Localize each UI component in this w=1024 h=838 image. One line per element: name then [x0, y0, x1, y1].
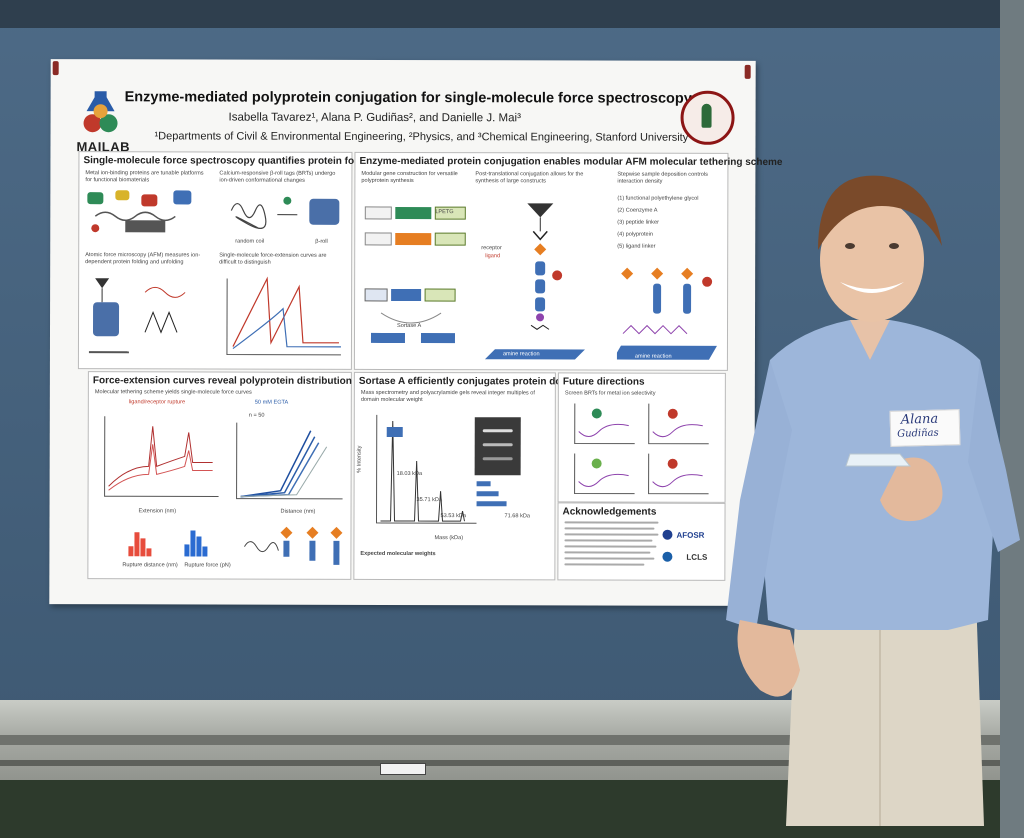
panel-folding: Single-molecule force spectroscopy quant… [77, 151, 378, 370]
panel-future: Future directions Screen BRTs for metal … [557, 372, 726, 503]
tethering-diagram [484, 203, 585, 360]
tray-label [380, 763, 426, 775]
push-pin-left [52, 61, 59, 76]
afm-schematic [88, 278, 186, 354]
random-coil-label: random coil [235, 238, 265, 245]
panel-force-title: Force-extension curves reveal polyprotei… [92, 375, 352, 387]
panel-sortase-text-a: Mass spectrometry and polyacrylamide gel… [360, 389, 535, 404]
peak-b-label: 35.71 kDa [416, 497, 443, 504]
unfolding-schematic [244, 526, 343, 565]
rupture-distance-label: Rupture distance (nm) [122, 562, 178, 569]
rupture-force-label: Rupture force (pN) [184, 562, 231, 569]
panel-folding-title: Single-molecule force spectroscopy quant… [83, 155, 378, 167]
panel-force-curves: Force-extension curves reveal polyprotei… [87, 371, 352, 580]
poster-affiliations: ¹Departments of Civil & Environmental En… [154, 130, 689, 144]
university-seal-icon [680, 90, 735, 145]
beta-roll-illustration [230, 196, 340, 230]
beta-roll-label: β-roll [315, 238, 328, 245]
tray-rail-lower [0, 760, 1024, 766]
panel-conjugation-text-a: Modular gene construction for versatile … [361, 170, 458, 185]
step-2: (2) Coenzyme A [617, 207, 658, 214]
gel-legend [476, 481, 507, 507]
lpetg-label: LPETG [435, 209, 454, 216]
stepwise-deposition-diagram [616, 267, 717, 360]
afosr-icon [662, 529, 673, 540]
panel-conjugation-text-b: Post-translational conjugation allows fo… [475, 171, 584, 185]
n-label: n = 50 [248, 412, 265, 419]
presenter-person [726, 175, 1020, 826]
step-5: (5) ligand linker [617, 243, 656, 250]
gel-image [474, 417, 521, 476]
ligand-label: ligand [485, 253, 501, 260]
peak-a-label: 18.03 kDa [396, 470, 423, 478]
receptor-label: receptor [481, 245, 502, 252]
name-tag-line1: Alana [900, 411, 939, 428]
tray-rail [0, 735, 1024, 745]
amine-label-a: amine reaction [502, 351, 540, 358]
poster-title: Enzyme-mediated polyprotein conjugation … [124, 89, 692, 107]
mass-spec-plot [376, 414, 477, 524]
protein-illustration [87, 190, 192, 233]
extension-axis-label: Extension (nm) [138, 508, 177, 515]
rupture-curves-plot [104, 416, 219, 498]
amine-label-b: amine reaction [634, 353, 672, 360]
panel-folding-text-b: Calcium-responsive β-roll tags (BRTs) un… [219, 170, 336, 184]
research-poster: MAILAB Enzyme-mediated polyprotein conju… [49, 59, 783, 606]
distance-axis-label: Distance (nm) [280, 508, 316, 515]
peak-c-label: 53.53 kDa [440, 513, 467, 520]
step-4: (4) polyprotein [617, 231, 654, 238]
peak-d-label: 71.68 kDa [504, 513, 531, 520]
panel-future-text: Screen BRTs for metal ion selectivity [564, 390, 656, 397]
name-tag-line2: Gudiñas [897, 427, 939, 440]
gene-construct-diagram [364, 206, 466, 344]
distance-force-plot [236, 422, 343, 500]
panel-conjugation: Enzyme-mediated protein conjugation enab… [353, 151, 783, 371]
cd-spectra-plots [574, 403, 709, 495]
name-tag: Alana Gudiñas [889, 409, 961, 447]
panel-force-text-a: Molecular tethering scheme yields single… [94, 389, 252, 396]
ligand-rupture-label: ligand/receptor rupture [128, 399, 186, 406]
panel-folding-text-d: Single-molecule force-extension curves a… [219, 252, 327, 266]
panel-sortase-title: Sortase A efficiently conjugates protein… [358, 375, 591, 388]
lcls-icon [662, 551, 673, 562]
board-top-frame [0, 0, 1024, 28]
force-extension-curves [226, 276, 341, 356]
panel-sortase: Sortase A efficiently conjugates protein… [353, 371, 590, 581]
step-3: (3) peptide linker [617, 219, 659, 226]
mass-axis-label: Mass (kDa) [434, 535, 464, 542]
poster-authors: Isabella Tavarez¹, Alana P. Gudiñas², an… [228, 111, 521, 125]
step-1: (1) functional polyethylene glycol [617, 195, 699, 202]
panel-folding-text-a: Metal ion-binding proteins are tunable p… [85, 170, 204, 184]
panel-future-title: Future directions [562, 376, 645, 388]
histograms [128, 530, 208, 557]
egta-label: 50 mM EGTA [254, 399, 289, 406]
expected-weights-label: Expected molecular weights [360, 550, 436, 558]
mailab-logo-icon [83, 91, 118, 133]
panel-folding-text-c: Atomic force microscopy (AFM) measures i… [85, 252, 201, 266]
push-pin-right [744, 64, 751, 79]
panel-ack-title: Acknowledgements [562, 506, 657, 518]
intensity-axis-label: % Intensity [356, 445, 363, 473]
right-frame [1000, 0, 1024, 838]
sortase-label: Sortase A [397, 322, 422, 330]
